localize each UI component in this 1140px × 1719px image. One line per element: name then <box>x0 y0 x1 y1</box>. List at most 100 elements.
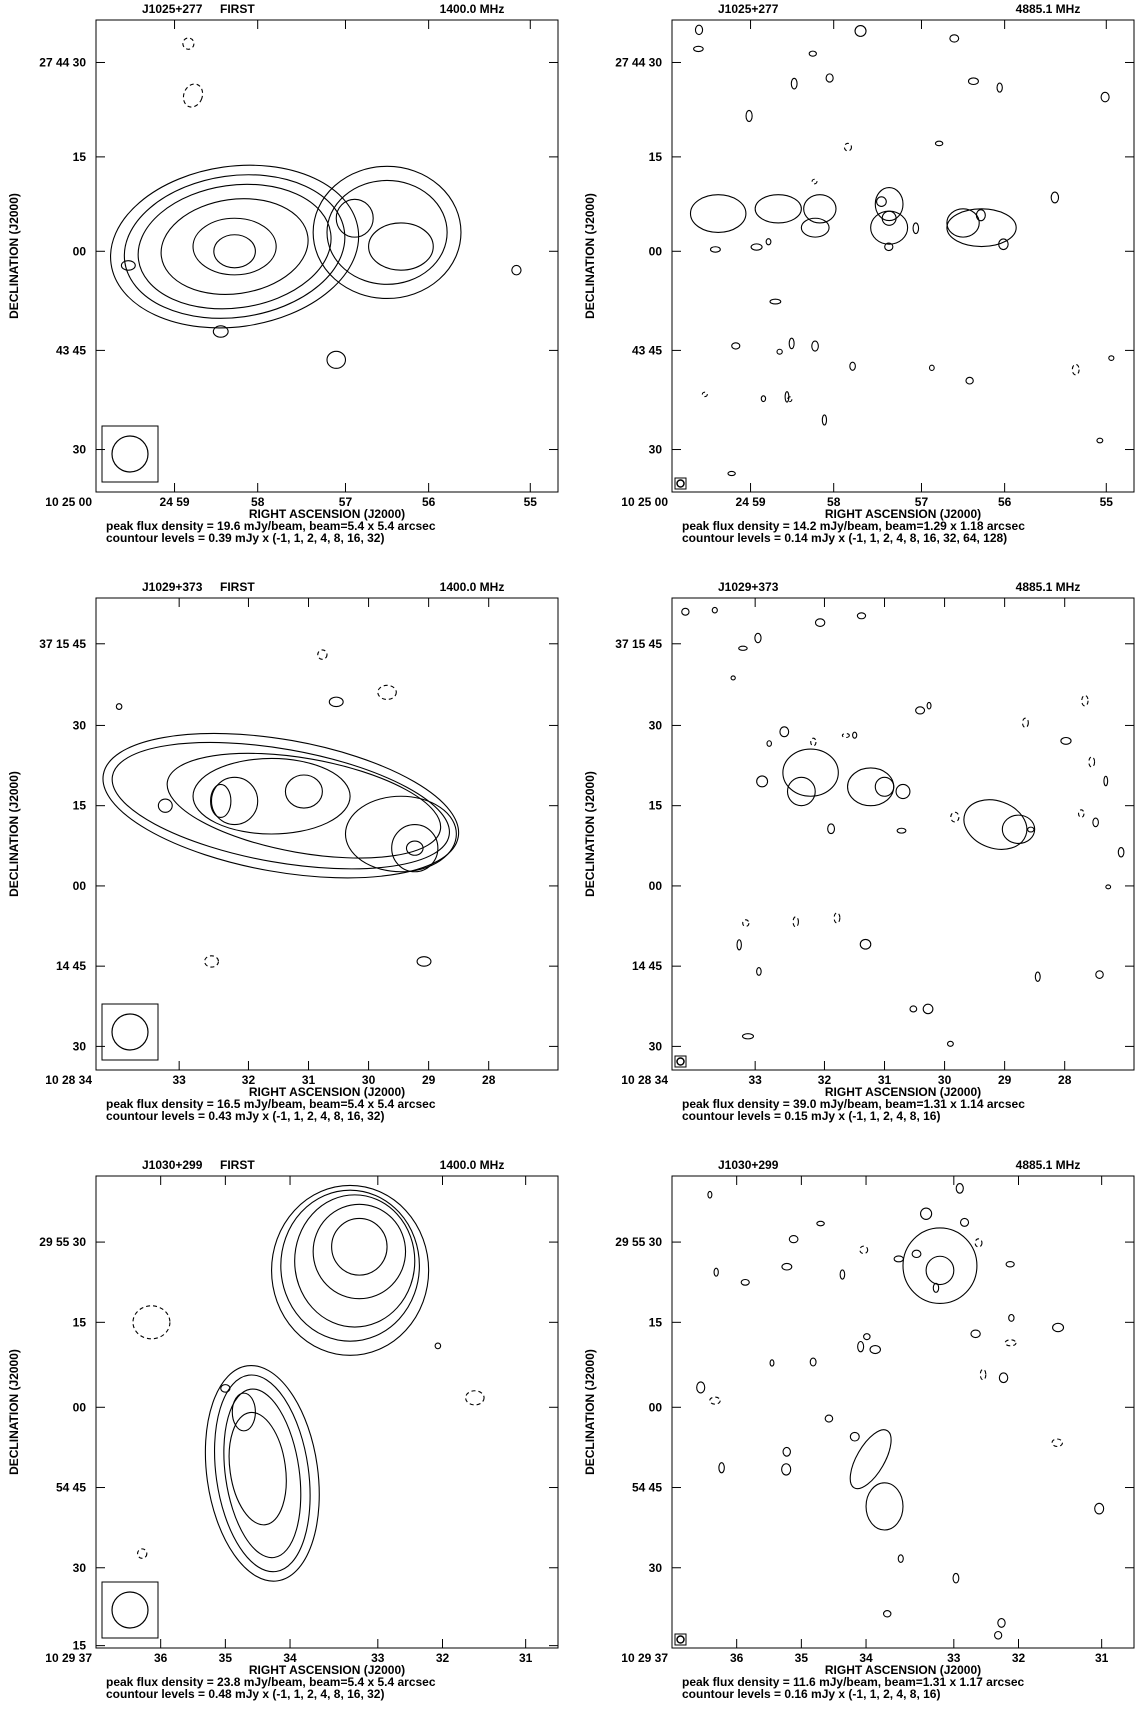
x-tick-label: 24 59 <box>160 495 190 509</box>
contour <box>825 73 834 83</box>
contour <box>765 238 772 246</box>
negative-contour <box>709 1396 721 1405</box>
y-axis-label: DECLINATION (J2000) <box>7 1349 21 1475</box>
x-tick-label: 32 <box>242 1073 256 1087</box>
contour <box>326 350 347 369</box>
contour <box>963 799 1028 850</box>
contour <box>718 1462 725 1474</box>
x-tick-label: 33 <box>748 1073 762 1087</box>
contour <box>416 956 432 967</box>
contour <box>731 342 741 350</box>
contour <box>1008 1313 1015 1322</box>
contour <box>769 1359 775 1367</box>
x-tick-label: 10 28 34 <box>45 1073 92 1087</box>
contour <box>809 1357 817 1367</box>
contour <box>882 1610 892 1618</box>
contour <box>1094 1502 1105 1515</box>
x-tick-label: 31 <box>302 1073 316 1087</box>
x-tick-label: 33 <box>172 1073 186 1087</box>
beam-box <box>674 1055 687 1068</box>
contour <box>760 395 767 403</box>
contour <box>911 1249 922 1259</box>
x-tick-label: 30 <box>362 1073 376 1087</box>
panel-frequency: 4885.1 MHz <box>1016 1158 1081 1172</box>
contour <box>204 1365 320 1582</box>
negative-contour <box>1088 756 1096 768</box>
x-tick-label: 36 <box>730 1651 744 1665</box>
contour <box>312 165 462 300</box>
y-axis-label: DECLINATION (J2000) <box>583 771 597 897</box>
y-tick-label: 30 <box>649 1039 663 1053</box>
contour <box>808 50 817 57</box>
contour <box>736 939 742 951</box>
y-tick-label: 15 <box>73 150 87 164</box>
contour <box>741 1033 755 1040</box>
contour <box>859 938 872 950</box>
x-axis-label: RIGHT ASCENSION (J2000) <box>825 1663 981 1677</box>
contour <box>998 1372 1009 1384</box>
x-tick-label: 34 <box>283 1651 297 1665</box>
contour <box>870 210 909 245</box>
plot-frame <box>95 1175 559 1649</box>
y-tick-label: 54 45 <box>56 1481 86 1495</box>
negative-contour <box>204 955 219 968</box>
x-tick-label: 33 <box>371 1651 385 1665</box>
y-tick-label: 43 45 <box>56 343 86 357</box>
contour <box>1100 91 1110 103</box>
y-axis-label: DECLINATION (J2000) <box>7 193 21 319</box>
y-tick-label: 00 <box>73 879 87 893</box>
contour <box>756 967 762 976</box>
contour <box>434 1342 442 1350</box>
y-tick-label: 30 <box>649 718 663 732</box>
contour <box>1092 817 1099 828</box>
x-axis-label: RIGHT ASCENSION (J2000) <box>825 507 981 521</box>
beam <box>676 1057 685 1066</box>
y-tick-label: 15 <box>73 1315 87 1329</box>
contour <box>754 194 802 224</box>
x-tick-label: 55 <box>524 495 538 509</box>
panel-frequency: 1400.0 MHz <box>440 580 505 594</box>
y-tick-label: 27 44 30 <box>615 55 662 69</box>
contour-caption: countour levels = 0.16 mJy x (-1, 1, 2, … <box>682 1687 940 1701</box>
contour <box>1117 846 1125 858</box>
x-tick-label: 10 29 37 <box>45 1651 92 1665</box>
contour <box>782 1446 791 1457</box>
y-tick-label: 54 45 <box>632 1481 662 1495</box>
y-tick-label: 29 55 30 <box>615 1235 662 1249</box>
contour <box>884 242 894 252</box>
contour <box>946 208 1017 248</box>
negative-contour <box>811 178 818 185</box>
plot-frame <box>95 19 559 493</box>
beam-box <box>101 425 159 483</box>
panel-source: J1025+277 <box>718 2 779 16</box>
negative-contour <box>317 649 328 660</box>
panel-survey: FIRST <box>220 2 255 16</box>
negative-contour <box>377 684 397 701</box>
contour <box>368 222 434 271</box>
contour <box>912 222 920 235</box>
beam <box>111 435 149 473</box>
plot-frame <box>95 597 559 1071</box>
x-tick-label: 31 <box>878 1073 892 1087</box>
contour-caption: countour levels = 0.39 mJy x (-1, 1, 2, … <box>106 531 384 545</box>
contour <box>212 325 229 338</box>
contour <box>895 783 911 800</box>
contour <box>874 776 895 797</box>
contour <box>949 34 960 43</box>
contour <box>946 208 980 238</box>
contour <box>1034 971 1041 982</box>
x-axis-label: RIGHT ASCENSION (J2000) <box>825 1085 981 1099</box>
contour <box>137 183 332 310</box>
negative-contour <box>810 737 817 747</box>
contour <box>781 1463 792 1476</box>
panel: J1030+299 4885.1 MHz 29 55 30 15 00 54 45 30 10… <box>583 1158 1135 1701</box>
contour <box>730 675 736 681</box>
contour <box>824 1414 834 1423</box>
contour <box>856 612 867 620</box>
x-tick-label: 28 <box>1058 1073 1072 1087</box>
contour <box>213 1374 311 1573</box>
contour <box>709 246 721 253</box>
contour <box>294 1194 416 1328</box>
contour <box>897 1554 904 1563</box>
x-tick-label: 55 <box>1100 495 1114 509</box>
